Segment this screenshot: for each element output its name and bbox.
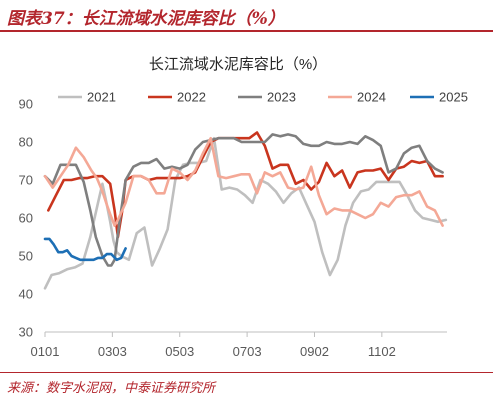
x-tick-label: 0503 xyxy=(165,344,194,359)
legend-label-2022: 2022 xyxy=(177,90,206,105)
legend-label-2025: 2025 xyxy=(439,90,468,105)
legend-label-2023: 2023 xyxy=(267,90,296,105)
y-tick-label: 30 xyxy=(19,325,33,340)
axes: 30 40 50 60 70 80 90 0101 0303 0503 0703 0902 1102 xyxy=(19,97,447,359)
legend-label-2024: 2024 xyxy=(357,90,386,105)
series-line-2023 xyxy=(43,133,444,267)
chart-title: 长江流域水泥库容比（%） xyxy=(149,56,327,73)
x-tick-label: 0703 xyxy=(233,344,262,359)
title-rule xyxy=(0,30,493,32)
y-tick-label: 80 xyxy=(19,135,33,150)
series-line-2024 xyxy=(43,136,444,227)
y-tick-label: 90 xyxy=(19,97,33,112)
source-note: 来源：数字水泥网，中泰证券研究所 xyxy=(7,381,216,396)
x-tick-label: 1102 xyxy=(368,344,396,359)
y-tick-label: 40 xyxy=(19,287,33,302)
legend: 2021 2022 2023 2024 2025 xyxy=(58,90,468,105)
series-line-2025 xyxy=(43,237,127,262)
x-tick-label: 0902 xyxy=(300,344,329,359)
x-tick-label: 0303 xyxy=(98,344,127,359)
x-tick-label: 0101 xyxy=(31,344,60,359)
y-tick-label: 50 xyxy=(19,249,33,264)
source-rule xyxy=(0,372,493,373)
figure-title: 图表37：长江流域水泥库容比（%） xyxy=(7,9,285,29)
series-line-2022 xyxy=(46,131,444,239)
y-tick-label: 70 xyxy=(19,173,33,188)
y-tick-label: 60 xyxy=(19,211,33,226)
legend-label-2021: 2021 xyxy=(87,90,116,105)
series-group xyxy=(43,131,448,290)
